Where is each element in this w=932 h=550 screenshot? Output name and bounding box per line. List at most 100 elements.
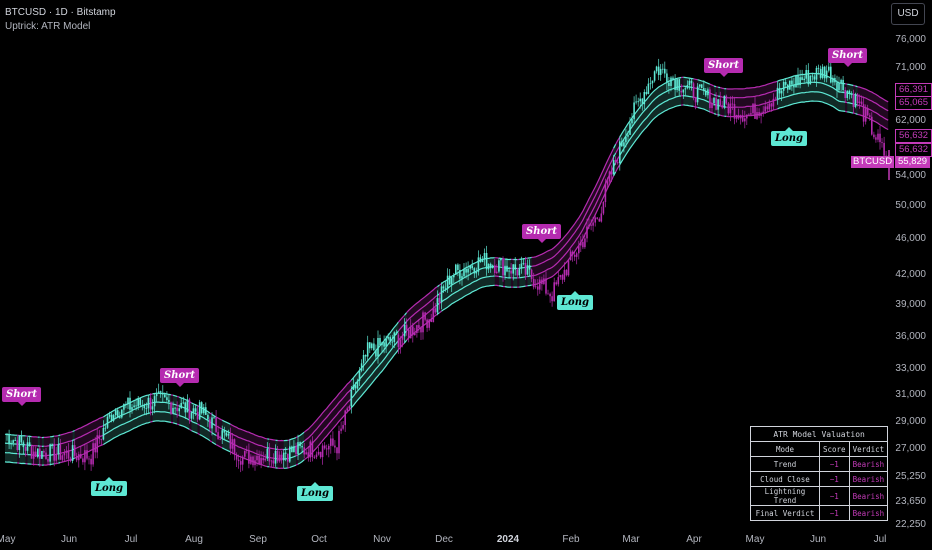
- candle-body: [192, 408, 195, 413]
- cloud-band-line: [152, 420, 172, 423]
- candle-body: [125, 404, 127, 405]
- candle-body: [235, 454, 238, 460]
- candle-body: [496, 271, 498, 274]
- candle-body: [637, 101, 639, 103]
- cloud-band-line: [531, 147, 615, 258]
- candle-body: [289, 446, 291, 462]
- candle-body: [305, 452, 307, 455]
- candle-body: [114, 410, 117, 416]
- cloud-fill: [277, 440, 284, 469]
- candle-body: [184, 402, 187, 413]
- cloud-band-line: [498, 285, 504, 288]
- cloud-band-line: [74, 416, 104, 432]
- candle-body: [764, 106, 766, 112]
- candle-body: [721, 105, 723, 108]
- cloud-band-line: [215, 425, 223, 430]
- candle-body: [703, 88, 705, 91]
- cloud-band-line: [221, 447, 231, 453]
- cloud-band-line: [720, 87, 725, 90]
- y-tick: 50,000: [895, 200, 926, 211]
- candle-body: [666, 73, 668, 83]
- candle-body: [61, 455, 64, 460]
- candle-body: [424, 312, 426, 320]
- candle-body: [569, 251, 572, 261]
- cloud-band-line: [43, 445, 51, 447]
- candle-body: [444, 288, 447, 290]
- cloud-band-line: [350, 340, 399, 399]
- candle-body: [266, 448, 269, 459]
- cloud-fill: [681, 77, 684, 106]
- candle-body: [475, 271, 478, 274]
- cloud-band-line: [4, 461, 18, 464]
- candle-body: [459, 270, 461, 279]
- candle-body: [463, 268, 465, 277]
- candle-body: [744, 118, 746, 122]
- candle-body: [520, 263, 523, 269]
- candle-body: [336, 447, 338, 454]
- candle-body: [73, 445, 76, 456]
- long-signal-label: Long: [297, 482, 333, 501]
- cloud-band-line: [152, 410, 172, 414]
- y-tick: 29,000: [895, 416, 926, 427]
- candle-body: [643, 92, 646, 105]
- candle-body: [526, 265, 529, 275]
- cloud-band-line: [857, 86, 889, 103]
- currency-button[interactable]: USD: [891, 3, 925, 25]
- candle-body: [770, 103, 773, 107]
- candle-body: [104, 427, 107, 429]
- cloud-band-line: [172, 394, 178, 397]
- candle-body: [227, 433, 230, 436]
- candle-body: [321, 445, 324, 458]
- y-tick: 33,000: [895, 363, 926, 374]
- cloud-fill: [103, 394, 151, 445]
- symbol-title[interactable]: BTCUSD · 1D · Bitstamp: [5, 7, 116, 18]
- candle-body: [409, 326, 412, 339]
- cloud-fill: [351, 322, 399, 408]
- candle-body: [10, 443, 12, 445]
- cloud-fill: [216, 417, 223, 448]
- candle-body: [221, 430, 223, 439]
- candle-body: [707, 89, 709, 96]
- atr-valuation-table: ATR Model Valuation Mode Score Verdict T…: [749, 426, 889, 521]
- candle-body: [541, 279, 543, 284]
- candle-body: [453, 274, 455, 278]
- candle-body: [828, 66, 830, 71]
- candle-body: [709, 89, 711, 108]
- cloud-fill: [152, 393, 171, 423]
- candle-body: [801, 77, 803, 81]
- indicator-title[interactable]: Uptrick: ATR Model: [5, 21, 91, 32]
- candle-body: [215, 417, 217, 433]
- candle-body: [446, 275, 449, 289]
- cloud-band-line: [519, 257, 526, 260]
- candle-body: [455, 264, 457, 275]
- cloud-band-line: [504, 286, 512, 288]
- candle-body: [813, 76, 816, 80]
- cloud-band-line: [847, 83, 854, 87]
- candle-body: [430, 319, 432, 322]
- x-tick: Jul: [873, 534, 887, 545]
- long-signal-label: Long: [557, 291, 593, 310]
- lower-band-label: 56,632: [895, 129, 932, 143]
- cloud-band-line: [303, 388, 352, 442]
- candle-body: [450, 277, 453, 285]
- cloud-band-line: [191, 411, 198, 416]
- candle-body: [205, 407, 207, 415]
- cloud-band-line: [531, 156, 615, 267]
- candle-body: [172, 407, 174, 414]
- candle-body: [260, 458, 262, 465]
- cloud-band-line: [406, 294, 438, 322]
- candle-body: [719, 99, 721, 106]
- candle-body: [586, 226, 588, 239]
- cloud-band-line: [855, 113, 858, 115]
- candle-body: [39, 448, 41, 459]
- candle-body: [299, 442, 301, 446]
- candle-body: [604, 184, 607, 202]
- candle-body: [448, 275, 451, 285]
- candle-body: [539, 279, 541, 290]
- candle-body: [690, 80, 693, 84]
- candle-body: [791, 80, 793, 85]
- candle-body: [254, 460, 256, 466]
- candle-body: [53, 443, 55, 461]
- candle-body: [416, 325, 418, 333]
